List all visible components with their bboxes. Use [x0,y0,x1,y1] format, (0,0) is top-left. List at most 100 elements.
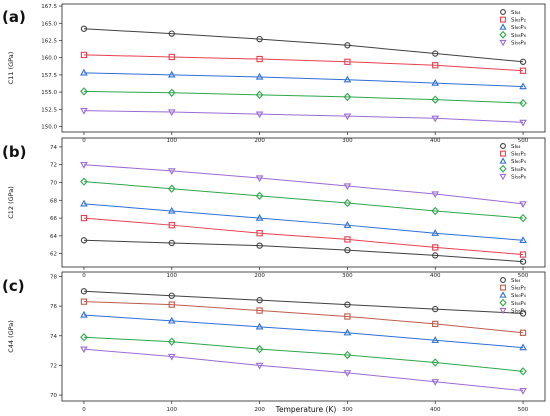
data-point [80,87,88,96]
x-tick-label: 200 [254,273,265,279]
panel-label: (c) [2,277,25,295]
panel-label: (a) [2,8,26,26]
data-point [168,239,175,247]
x-tick-label: 100 [167,138,178,144]
legend-label: Si₆₂P₂ [511,152,526,158]
y-tick-label: 70 [50,393,57,399]
data-point [344,246,351,254]
panel-label: (b) [2,143,26,161]
data-point [431,115,440,123]
data-point [432,252,439,259]
data-point [167,70,176,78]
data-point [255,111,264,119]
data-point [431,79,440,86]
data-point [431,336,440,343]
y-tick-label: 160.0 [41,56,57,62]
series-line [83,314,524,349]
series-1 [80,25,527,65]
data-point [80,177,88,186]
panel-2: (b) C12 (GPa) 62 64 66 68 70 72 74 0 100 200 300 400 5… [2,137,546,279]
data-point [255,72,264,80]
series-5 [80,108,527,127]
x-tick-label: 200 [254,407,265,413]
legend-marker [499,298,507,307]
data-point [519,236,527,243]
legend-label: Si₅₈P₆ [511,33,527,39]
data-point [168,301,175,308]
data-point [256,297,263,304]
data-point [255,191,264,201]
y-axis-label: C11 (GPa) [7,52,15,85]
series-3 [80,199,527,243]
legend-label: Si₆₄ [511,278,521,284]
legend-label: Si₅₆P₈ [511,40,527,46]
y-tick-label: 72 [50,163,57,169]
data-point [343,183,352,191]
y-tick-label: 78 [50,274,57,280]
data-point [519,213,527,223]
plot-frame [61,137,546,268]
data-point [80,162,88,169]
series-line [83,301,524,334]
y-tick-label: 72 [50,363,57,369]
x-tick-label: 0 [82,273,86,279]
data-point [519,310,527,317]
data-point [344,236,351,243]
legend-marker [499,291,507,298]
legend-marker [500,284,506,291]
data-point [80,214,88,222]
data-point [343,221,352,228]
data-point [519,343,527,351]
data-point [519,201,527,208]
data-point [167,353,176,361]
data-point [256,35,263,43]
series-3 [80,310,527,351]
x-tick-label: 0 [82,138,86,144]
x-tick-label: 100 [167,273,178,279]
data-point [432,62,439,69]
data-point [167,337,176,346]
data-point [256,242,263,249]
data-point [168,222,175,229]
data-point [80,68,88,76]
data-point [168,292,175,299]
data-point [431,229,440,236]
legend-marker [499,23,507,30]
x-tick-label: 300 [342,138,353,144]
legend-label: Si₆₂P₂ [511,18,526,24]
legend-marker [500,16,506,23]
y-tick-label: 64 [50,234,57,240]
data-point [432,305,439,313]
y-tick-label: 68 [50,198,57,204]
data-point [519,329,527,336]
series-2 [80,298,527,336]
legend-marker [499,157,507,164]
data-point [343,328,352,336]
data-point [519,258,527,265]
y-tick-label: 155.0 [41,90,57,96]
data-point [344,313,351,320]
data-point [519,119,527,127]
data-point [432,320,439,328]
x-tick-label: 500 [518,273,529,279]
data-point [167,168,176,176]
data-point [431,191,440,199]
series-line [83,72,524,88]
series-line [83,348,524,392]
data-point [80,310,88,318]
x-tick-label: 100 [167,407,178,413]
data-point [431,379,440,386]
data-point [255,175,264,183]
data-point [255,322,264,330]
data-point [255,362,264,370]
data-point [519,58,527,65]
data-point [519,387,527,395]
series-line [83,203,524,241]
data-point [344,301,351,308]
y-axis-label: C44 (GPa) [7,320,15,353]
data-point [519,251,527,258]
y-tick-label: 150.0 [41,124,57,130]
panel-1: (a) C11 (GPa) 150.0 152.5 155.0 157.5 160.0 162… [2,3,546,144]
